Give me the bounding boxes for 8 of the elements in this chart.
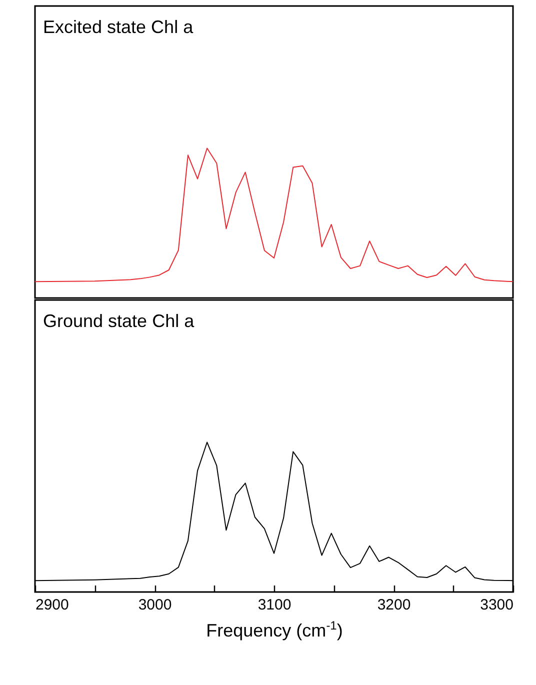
x-tick-label: 2900 (36, 596, 69, 614)
x-tick-label: 3100 (258, 596, 292, 614)
x-axis-title: Frequency (cm$^{-1}$) (206, 618, 343, 640)
text: Excited state Chl a (43, 17, 194, 37)
x-tick-label: 3000 (138, 596, 172, 614)
text: Ground state Chl a (43, 311, 196, 331)
x-tick-label: 3300 (480, 596, 514, 614)
x-tick-label: 3200 (377, 596, 411, 614)
